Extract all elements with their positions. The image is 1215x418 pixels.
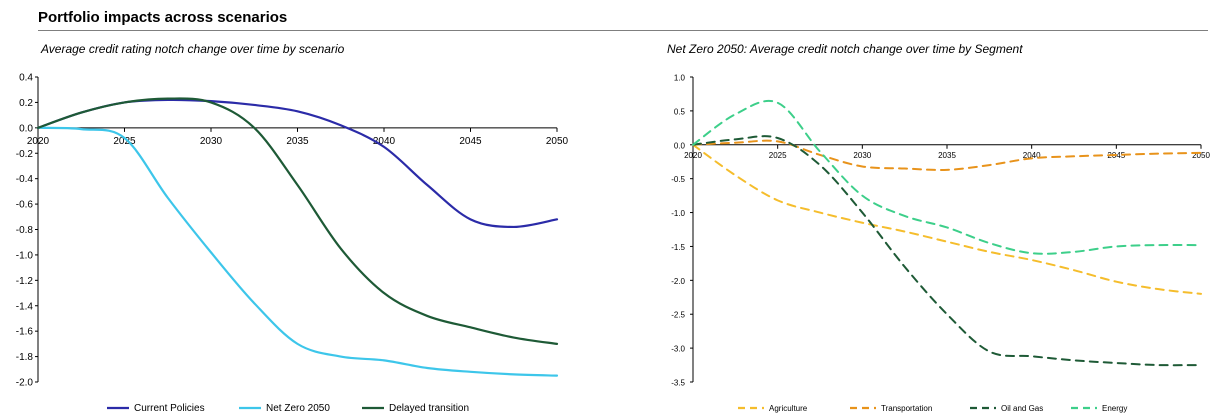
y-tick-label: -0.6 bbox=[16, 200, 34, 211]
y-tick-label: -3.5 bbox=[671, 379, 685, 388]
x-tick-label: 2020 bbox=[27, 136, 50, 147]
y-tick-label: -0.5 bbox=[671, 175, 685, 184]
x-tick-label: 2020 bbox=[684, 151, 702, 160]
chart-subtitle: Net Zero 2050: Average credit notch chan… bbox=[667, 42, 1023, 56]
y-tick-label: 0.0 bbox=[674, 141, 686, 150]
segment-chart: Net Zero 2050: Average credit notch chan… bbox=[667, 42, 1210, 413]
x-tick-label: 2050 bbox=[1192, 151, 1210, 160]
series-line-energy bbox=[692, 99, 1202, 255]
x-tick-label: 2030 bbox=[200, 136, 223, 147]
y-tick-label: -1.0 bbox=[16, 250, 34, 261]
series-line-agriculture bbox=[692, 143, 1202, 295]
y-tick-label: -0.8 bbox=[16, 225, 34, 236]
series-line-current-policies bbox=[36, 98, 559, 229]
x-tick-label: 2025 bbox=[769, 151, 787, 160]
series-line-net-zero-2050 bbox=[36, 126, 559, 377]
y-tick-label: -0.4 bbox=[16, 174, 34, 185]
y-tick-label: 0.5 bbox=[674, 107, 686, 116]
x-tick-label: 2035 bbox=[938, 151, 956, 160]
page-title: Portfolio impacts across scenarios bbox=[38, 9, 288, 26]
y-tick-label: -1.0 bbox=[671, 209, 685, 218]
y-tick-label: -1.6 bbox=[16, 327, 34, 338]
y-tick-label: 1.0 bbox=[674, 74, 686, 83]
y-tick-label: -1.8 bbox=[16, 352, 34, 363]
y-tick-label: -1.2 bbox=[16, 276, 34, 287]
legend-item: Net Zero 2050 bbox=[239, 403, 330, 414]
legend-label: Transportation bbox=[881, 404, 932, 413]
series-line-delayed-transition bbox=[36, 97, 559, 345]
legend-label: Net Zero 2050 bbox=[266, 403, 330, 414]
x-tick-label: 2050 bbox=[546, 136, 569, 147]
legend-label: Energy bbox=[1102, 404, 1127, 413]
legend-item: Energy bbox=[1071, 404, 1127, 413]
series-line-oil-and-gas bbox=[692, 135, 1202, 367]
y-tick-label: -2.0 bbox=[16, 378, 34, 389]
legend-label: Delayed transition bbox=[389, 403, 469, 414]
series-line-transportation bbox=[692, 139, 1202, 171]
y-tick-label: 0.4 bbox=[19, 73, 33, 84]
y-tick-label: 0.0 bbox=[19, 123, 33, 134]
y-tick-label: -2.0 bbox=[671, 277, 685, 286]
chart-subtitle: Average credit rating notch change over … bbox=[40, 42, 345, 56]
y-tick-label: -3.0 bbox=[671, 345, 685, 354]
legend-item: Delayed transition bbox=[362, 403, 469, 414]
x-tick-label: 2040 bbox=[1023, 151, 1041, 160]
x-tick-label: 2035 bbox=[286, 136, 309, 147]
scenario-chart: Average credit rating notch change over … bbox=[16, 42, 569, 414]
legend-label: Oil and Gas bbox=[1001, 404, 1043, 413]
legend-label: Agriculture bbox=[769, 404, 808, 413]
legend-item: Agriculture bbox=[738, 404, 808, 413]
x-tick-label: 2040 bbox=[373, 136, 396, 147]
x-tick-label: 2025 bbox=[113, 136, 136, 147]
legend-label: Current Policies bbox=[134, 403, 205, 414]
legend-item: Transportation bbox=[850, 404, 932, 413]
legend-item: Oil and Gas bbox=[970, 404, 1043, 413]
x-tick-label: 2030 bbox=[853, 151, 871, 160]
y-tick-label: -0.2 bbox=[16, 149, 34, 160]
y-tick-label: -1.4 bbox=[16, 301, 34, 312]
y-tick-label: 0.2 bbox=[19, 98, 33, 109]
legend-item: Current Policies bbox=[107, 403, 205, 414]
y-tick-label: -1.5 bbox=[671, 243, 685, 252]
x-tick-label: 2045 bbox=[459, 136, 482, 147]
y-tick-label: -2.5 bbox=[671, 311, 685, 320]
title-divider bbox=[38, 30, 1208, 31]
